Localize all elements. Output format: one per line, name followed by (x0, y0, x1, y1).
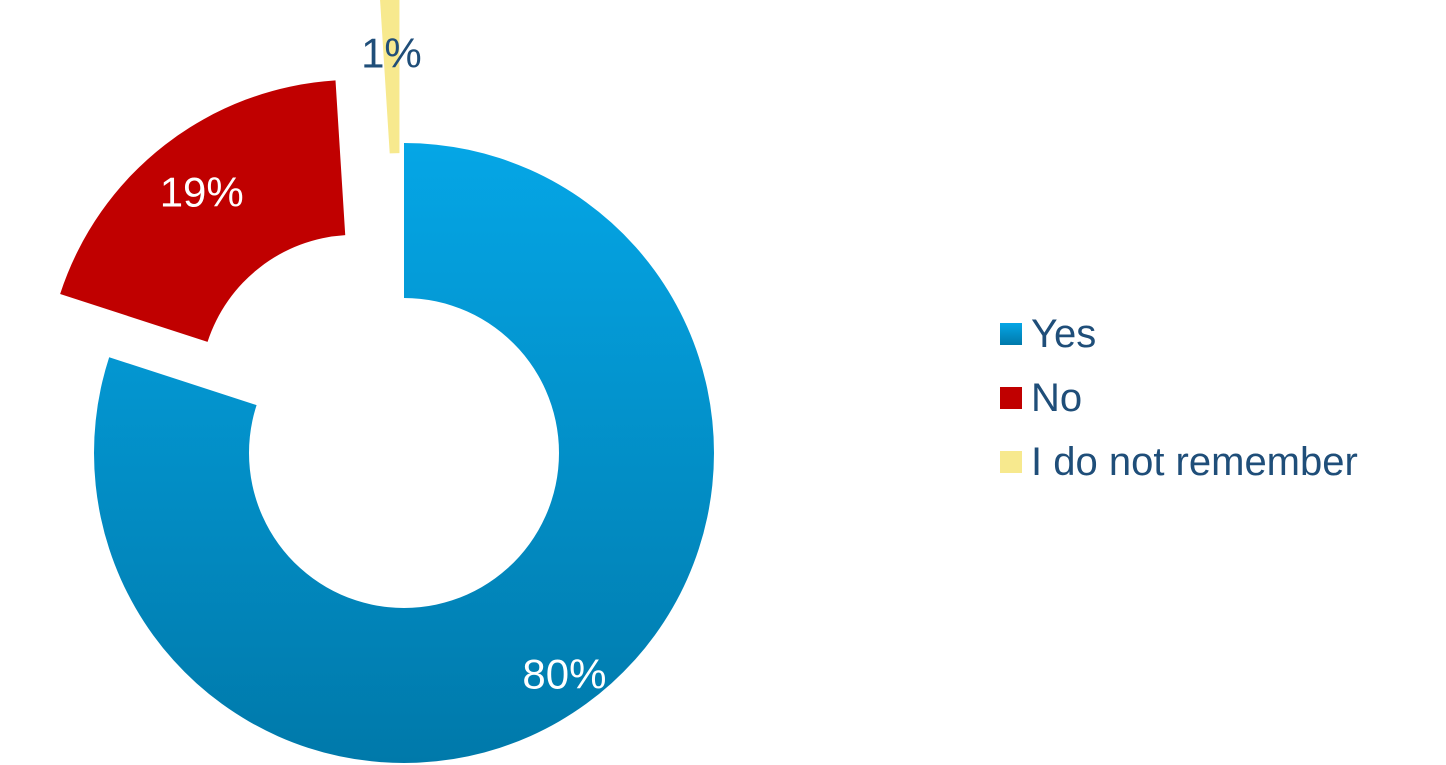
data-label-yes: 80% (522, 650, 606, 697)
legend-item-no: No (1000, 366, 1358, 430)
legend-label-no: No (1031, 375, 1083, 420)
legend-swatch-yes (1000, 323, 1022, 345)
data-label-no: 19% (160, 169, 244, 216)
data-label-do-not-remember: 1% (361, 30, 422, 77)
legend-item-do-not-remember: I do not remember (1000, 430, 1358, 494)
legend: Yes No I do not remember (1000, 302, 1358, 494)
legend-swatch-no (1000, 387, 1022, 409)
slice-yes (93, 143, 714, 763)
legend-label-do-not-remember: I do not remember (1031, 439, 1358, 484)
legend-item-yes: Yes (1000, 302, 1358, 366)
slice-no (60, 80, 346, 342)
legend-swatch-do-not-remember (1000, 451, 1022, 473)
legend-label-yes: Yes (1031, 311, 1097, 356)
slice-do-not-remember (380, 0, 400, 154)
